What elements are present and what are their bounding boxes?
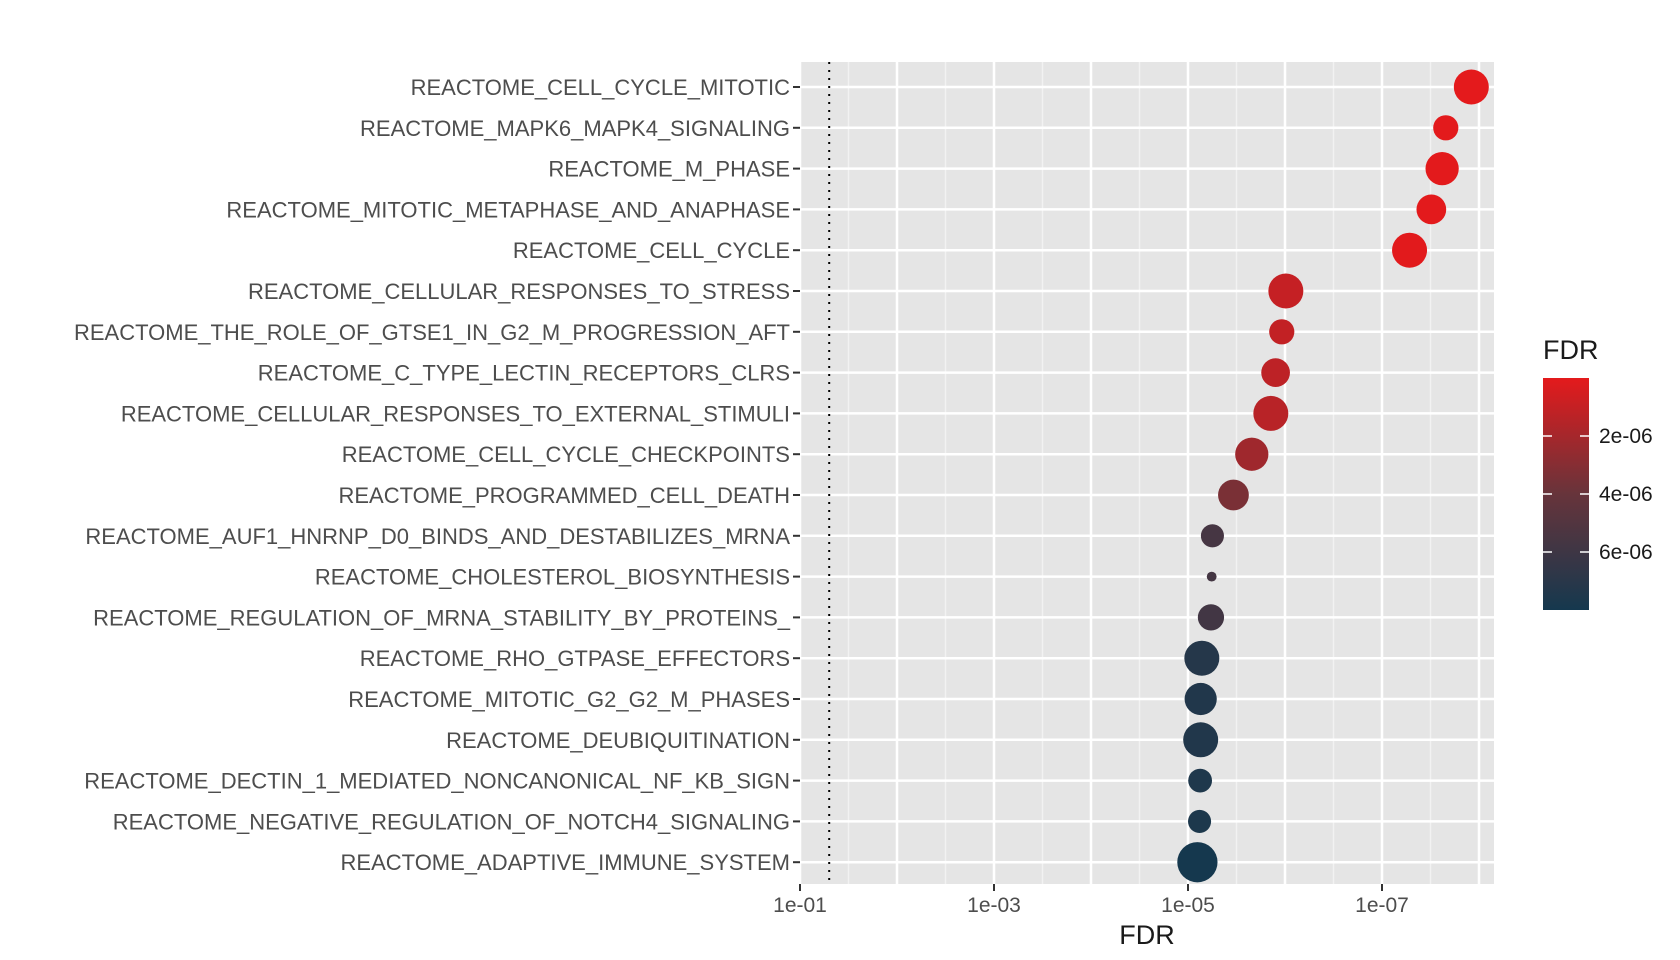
category-label: REACTOME_MAPK6_MAPK4_SIGNALING xyxy=(360,116,790,141)
category-label: REACTOME_C_TYPE_LECTIN_RECEPTORS_CLRS xyxy=(258,361,790,386)
data-point xyxy=(1188,809,1212,833)
plot-panel xyxy=(800,62,1494,884)
category-label: REACTOME_DECTIN_1_MEDIATED_NONCANONICAL_… xyxy=(84,769,790,794)
data-point xyxy=(1269,319,1295,345)
data-point xyxy=(1425,151,1459,186)
data-point xyxy=(1188,768,1213,793)
x-tick-label: 1e-03 xyxy=(967,894,1021,917)
category-label: REACTOME_DEUBIQUITINATION xyxy=(446,728,790,753)
data-point xyxy=(1206,571,1217,582)
category-label: REACTOME_AUF1_HNRNP_D0_BINDS_AND_DESTABI… xyxy=(85,524,790,549)
category-labels: REACTOME_CELL_CYCLE_MITOTIC REACTOME_MAPK… xyxy=(74,75,800,875)
data-point xyxy=(1392,232,1428,268)
data-point xyxy=(1200,524,1224,548)
data-point xyxy=(1183,722,1219,758)
data-point xyxy=(1261,358,1290,387)
category-label: REACTOME_CELL_CYCLE_CHECKPOINTS xyxy=(342,442,790,467)
x-axis: 1e-01 1e-03 1e-05 1e-07 xyxy=(773,884,1409,917)
data-point xyxy=(1184,640,1220,676)
data-point xyxy=(1416,194,1447,225)
data-point xyxy=(1197,604,1225,631)
x-axis-title: FDR xyxy=(1119,920,1175,950)
data-point xyxy=(1453,69,1489,105)
data-point xyxy=(1184,682,1217,716)
data-point xyxy=(1433,115,1459,141)
category-label: REACTOME_MITOTIC_METAPHASE_AND_ANAPHASE xyxy=(226,197,790,222)
category-label: REACTOME_CHOLESTEROL_BIOSYNTHESIS xyxy=(315,565,790,590)
data-point xyxy=(1235,437,1269,471)
legend-tick-label: 4e-06 xyxy=(1599,483,1653,506)
category-label: REACTOME_CELL_CYCLE_MITOTIC xyxy=(411,75,791,100)
category-label: REACTOME_ADAPTIVE_IMMUNE_SYSTEM xyxy=(341,850,790,875)
category-label: REACTOME_CELLULAR_RESPONSES_TO_STRESS xyxy=(248,279,790,304)
category-label: REACTOME_CELL_CYCLE xyxy=(513,238,790,263)
category-label: REACTOME_MITOTIC_G2_G2_M_PHASES xyxy=(348,687,790,712)
legend-tick-label: 6e-06 xyxy=(1599,541,1653,564)
x-tick-label: 1e-07 xyxy=(1355,894,1409,917)
data-point xyxy=(1268,273,1304,309)
category-label: REACTOME_REGULATION_OF_MRNA_STABILITY_BY… xyxy=(93,605,791,630)
legend-ticks: 2e-06 4e-06 6e-06 xyxy=(1543,425,1653,564)
x-tick-label: 1e-05 xyxy=(1161,894,1215,917)
category-label: REACTOME_PROGRAMMED_CELL_DEATH xyxy=(338,483,790,508)
data-point xyxy=(1218,479,1249,511)
x-tick-label: 1e-01 xyxy=(773,894,827,917)
data-point xyxy=(1177,842,1218,883)
legend-title: FDR xyxy=(1543,335,1599,365)
data-points xyxy=(1177,69,1489,883)
category-label: REACTOME_RHO_GTPASE_EFFECTORS xyxy=(360,646,790,671)
category-label: REACTOME_CELLULAR_RESPONSES_TO_EXTERNAL_… xyxy=(121,401,790,426)
legend: FDR 2e-06 4e-06 6e-06 xyxy=(1543,335,1653,610)
grid-major xyxy=(798,62,1494,884)
category-label: REACTOME_M_PHASE xyxy=(548,157,790,182)
category-label: REACTOME_NEGATIVE_REGULATION_OF_NOTCH4_S… xyxy=(113,809,790,834)
data-point xyxy=(1253,395,1289,431)
category-label: REACTOME_THE_ROLE_OF_GTSE1_IN_G2_M_PROGR… xyxy=(74,320,790,345)
legend-tick-label: 2e-06 xyxy=(1599,425,1653,448)
